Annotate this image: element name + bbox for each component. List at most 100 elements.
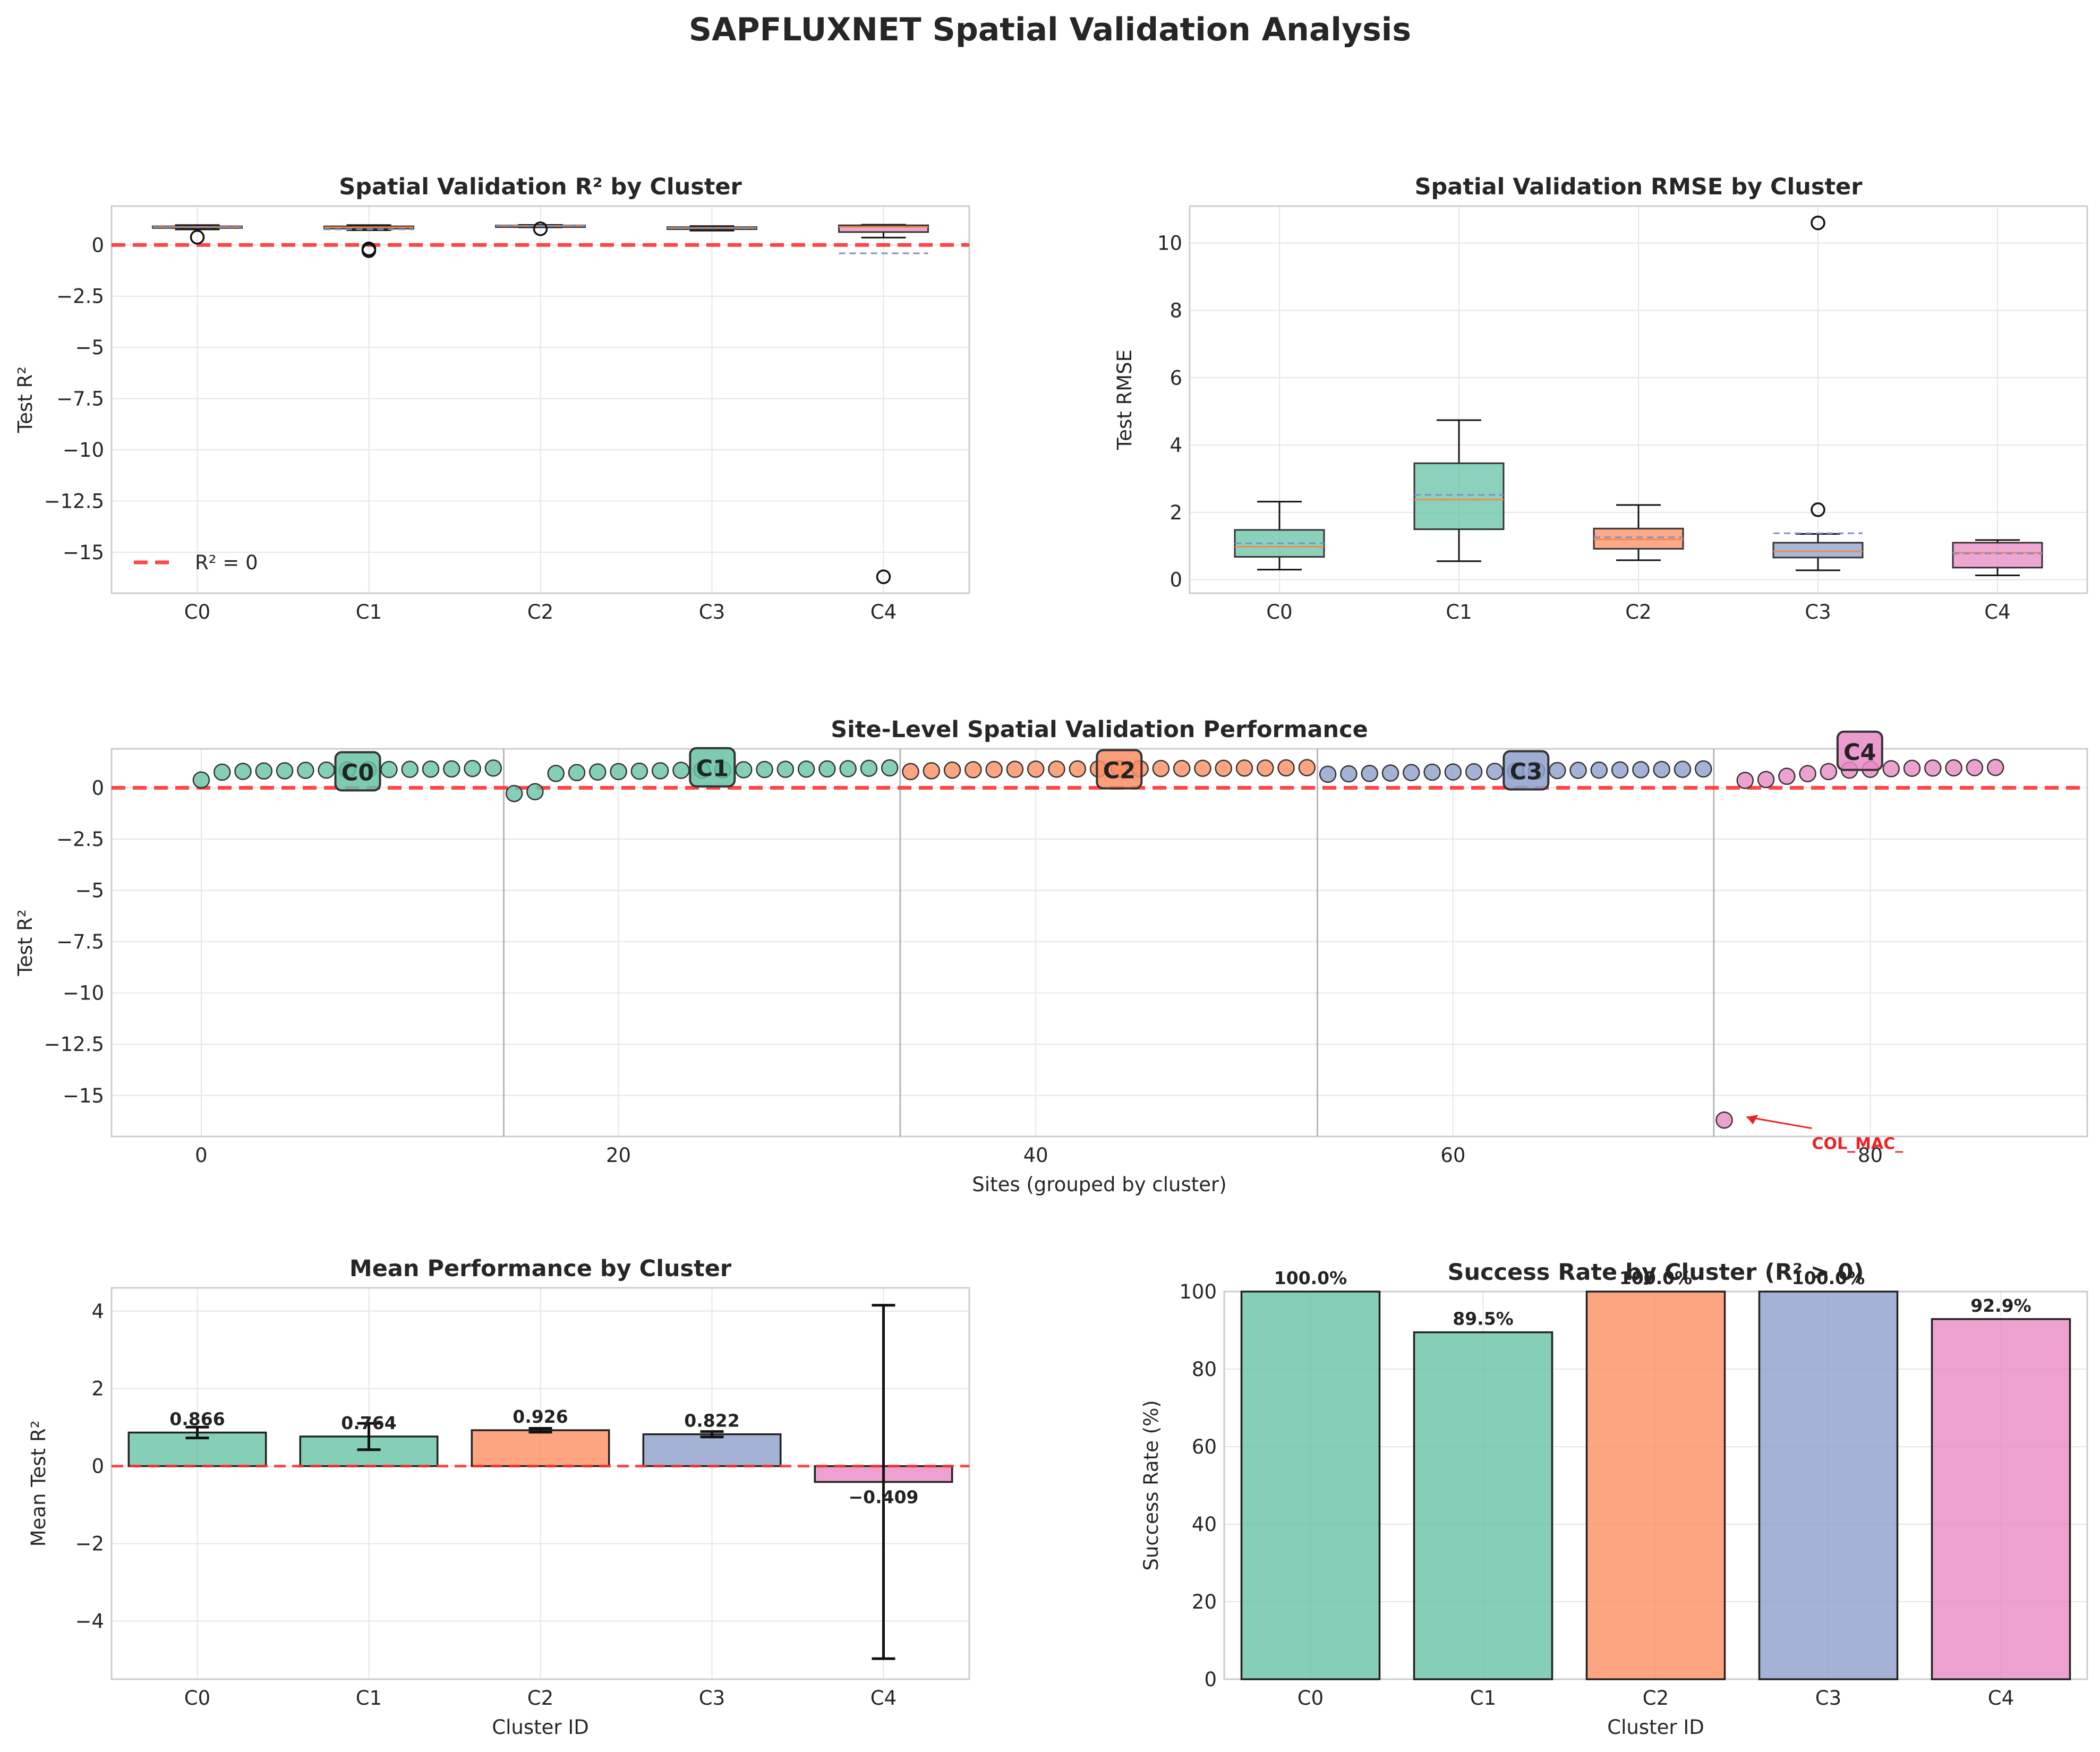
box-C0 xyxy=(152,224,243,245)
x-tick-label: C0 xyxy=(1297,1687,1324,1710)
box-C0 xyxy=(1234,501,1325,571)
r2-boxplot-panel: 0 −2.5 −5 −7.5 −10 −12.5 −15 C0 C1 C2 C3 C4 Spatial … xyxy=(14,174,970,623)
site-point xyxy=(1611,761,1629,779)
site-point xyxy=(213,763,231,781)
site-point xyxy=(1152,759,1170,777)
site-point xyxy=(234,763,252,780)
y-tick-label: −15 xyxy=(63,1084,104,1107)
site-point xyxy=(902,763,919,781)
y-tick-label: −2.5 xyxy=(56,285,104,308)
success-bar-ylabel: Success Rate (%) xyxy=(1140,1400,1163,1570)
site-point xyxy=(1548,762,1566,780)
y-tick-label: −7.5 xyxy=(56,930,104,953)
site-point xyxy=(1069,760,1087,778)
box-C2 xyxy=(1593,504,1684,561)
axes-frame xyxy=(110,205,970,594)
cluster-label-box xyxy=(689,747,736,788)
x-tick-label: C4 xyxy=(1988,1687,2014,1710)
x-tick-label: C0 xyxy=(184,601,210,623)
x-tick-label: C3 xyxy=(699,601,725,623)
site-point xyxy=(1986,758,2004,776)
cluster-label-text: C1 xyxy=(696,756,729,782)
site-point xyxy=(547,765,565,782)
x-tick-label: C4 xyxy=(870,601,897,623)
site-point xyxy=(1194,759,1211,777)
site-scatter-ylabel: Test R² xyxy=(14,909,37,976)
cluster-label-text: C0 xyxy=(342,759,374,786)
site-point xyxy=(255,762,273,780)
cluster-label-text: C2 xyxy=(1103,758,1136,784)
site-point xyxy=(1235,759,1253,777)
site-point xyxy=(568,764,586,782)
site-point xyxy=(923,762,941,780)
site-point xyxy=(1757,771,1775,789)
site-point xyxy=(651,762,669,780)
site-point xyxy=(839,760,857,777)
bar-value-label: 0.822 xyxy=(684,1411,739,1431)
box-outlier xyxy=(361,243,377,258)
x-tick-label: 80 xyxy=(1858,1144,1883,1167)
site-point xyxy=(1173,759,1191,777)
grid-lines xyxy=(112,1288,969,1679)
box-C3 xyxy=(1772,215,1864,571)
y-tick-label: 0 xyxy=(91,776,104,799)
x-tick-label: C3 xyxy=(1805,601,1831,623)
annotation-arrowhead xyxy=(1746,1115,1758,1125)
site-point xyxy=(756,760,773,779)
y-tick-label: −5 xyxy=(75,336,104,359)
site-point xyxy=(1403,764,1420,782)
site-scatter-panel: 0 −2.5 −5 −7.5 −10 −12.5 −15 0 20 40 60 80 Site-Leve… xyxy=(14,716,2088,1196)
site-point xyxy=(1924,759,1942,777)
site-point xyxy=(776,760,795,778)
bar-C4 xyxy=(1931,1318,2071,1680)
site-point xyxy=(1590,761,1608,779)
cluster-label-text: C3 xyxy=(1510,758,1542,785)
site-point xyxy=(1027,760,1045,778)
axes-frame xyxy=(110,1287,970,1680)
site-point xyxy=(1423,763,1441,781)
y-tick-label: 10 xyxy=(1157,232,1182,255)
x-tick-label: C1 xyxy=(356,1687,382,1710)
site-point xyxy=(1465,763,1483,781)
y-tick-label: 8 xyxy=(1169,300,1182,322)
site-point xyxy=(1882,760,1900,777)
r2-boxplot-legend-label: R² = 0 xyxy=(195,551,258,574)
site-point xyxy=(380,760,398,779)
box-outlier xyxy=(876,569,891,584)
site-point xyxy=(1569,762,1587,779)
y-tick-label: 100 xyxy=(1179,1280,1217,1303)
box-C4 xyxy=(1952,539,2043,576)
bar-value-label: 100.0% xyxy=(1792,1268,1865,1288)
bar-C0 xyxy=(1240,1291,1381,1680)
x-tick-label: C2 xyxy=(527,601,553,623)
r2-boxplot-ylabel: Test R² xyxy=(14,366,37,433)
box-iqr xyxy=(1772,542,1864,559)
success-bar-panel: 0 20 40 60 80 100 C0 C1 C2 C3 C4 Success Rate by Cl… xyxy=(1140,1259,2088,1739)
site-point xyxy=(505,784,523,802)
y-tick-label: −10 xyxy=(63,439,104,461)
x-tick-label: C1 xyxy=(1470,1687,1496,1710)
y-tick-label: −12.5 xyxy=(44,490,104,512)
site-point xyxy=(1381,764,1399,782)
site-scatter-xlabel: Sites (grouped by cluster) xyxy=(972,1173,1226,1196)
site-point xyxy=(464,759,481,777)
site-point xyxy=(1340,765,1358,783)
site-point xyxy=(1298,759,1316,776)
site-point xyxy=(1736,772,1754,789)
x-tick-label: C2 xyxy=(527,1687,553,1710)
x-tick-label: C3 xyxy=(1815,1687,1841,1710)
site-point xyxy=(1653,760,1670,779)
site-point xyxy=(1966,759,1984,776)
x-tick-label: C1 xyxy=(1446,601,1472,623)
x-tick-label: C4 xyxy=(870,1687,897,1710)
box-outlier xyxy=(190,229,205,245)
x-tick-label: C0 xyxy=(184,1687,210,1710)
site-point xyxy=(1257,759,1274,777)
site-point xyxy=(985,760,1003,779)
bar-C1 xyxy=(1413,1331,1553,1680)
x-tick-label: 60 xyxy=(1440,1144,1465,1167)
x-tick-label: C4 xyxy=(1984,601,2010,623)
y-tick-label: −12.5 xyxy=(44,1033,104,1056)
site-point xyxy=(860,759,878,777)
